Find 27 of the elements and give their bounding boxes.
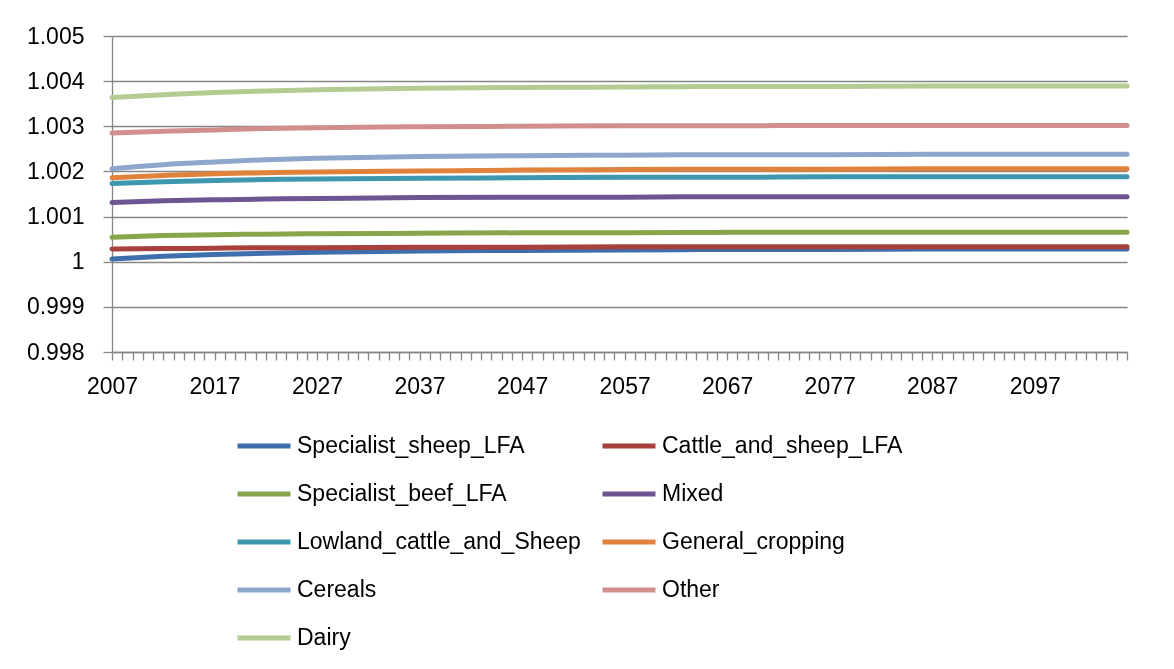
- y-tick-label: 1.002: [26, 157, 85, 184]
- x-tick-label: 2027: [291, 372, 344, 399]
- legend-label: Mixed: [662, 480, 724, 506]
- legend-label: Cattle_and_sheep_LFA: [662, 432, 904, 458]
- y-tick-label: 1.005: [26, 22, 85, 49]
- legend-label: Lowland_cattle_and_Sheep: [297, 528, 581, 554]
- y-tick-label: 0.999: [26, 293, 85, 320]
- legend-label: Cereals: [297, 576, 377, 602]
- x-tick-label: 2087: [907, 372, 959, 399]
- x-tick-label: 2077: [804, 372, 856, 399]
- y-tick-label: 1.004: [26, 67, 85, 94]
- x-tick-label: 2037: [394, 372, 446, 399]
- x-tick-label: 2017: [189, 372, 241, 399]
- x-tick-label: 2097: [1009, 372, 1061, 399]
- y-tick-label: 0.998: [26, 338, 85, 365]
- legend-label: Dairy: [297, 624, 352, 650]
- x-tick-label: 2047: [497, 372, 549, 399]
- y-tick-label: 1: [71, 248, 85, 275]
- legend-label: Specialist_beef_LFA: [297, 480, 508, 506]
- legend-label: Specialist_sheep_LFA: [297, 432, 526, 458]
- x-tick-label: 2067: [702, 372, 754, 399]
- x-tick-label: 2057: [599, 372, 651, 399]
- y-tick-label: 1.003: [26, 112, 85, 139]
- legend-label: General_cropping: [662, 528, 845, 554]
- x-tick-label: 2007: [86, 372, 139, 399]
- legend-label: Other: [662, 576, 720, 602]
- y-tick-label: 1.001: [26, 203, 85, 230]
